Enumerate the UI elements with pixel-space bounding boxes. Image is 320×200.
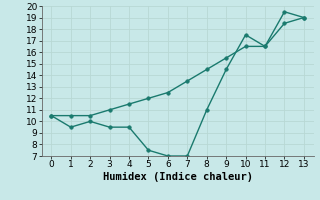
X-axis label: Humidex (Indice chaleur): Humidex (Indice chaleur) [103, 172, 252, 182]
